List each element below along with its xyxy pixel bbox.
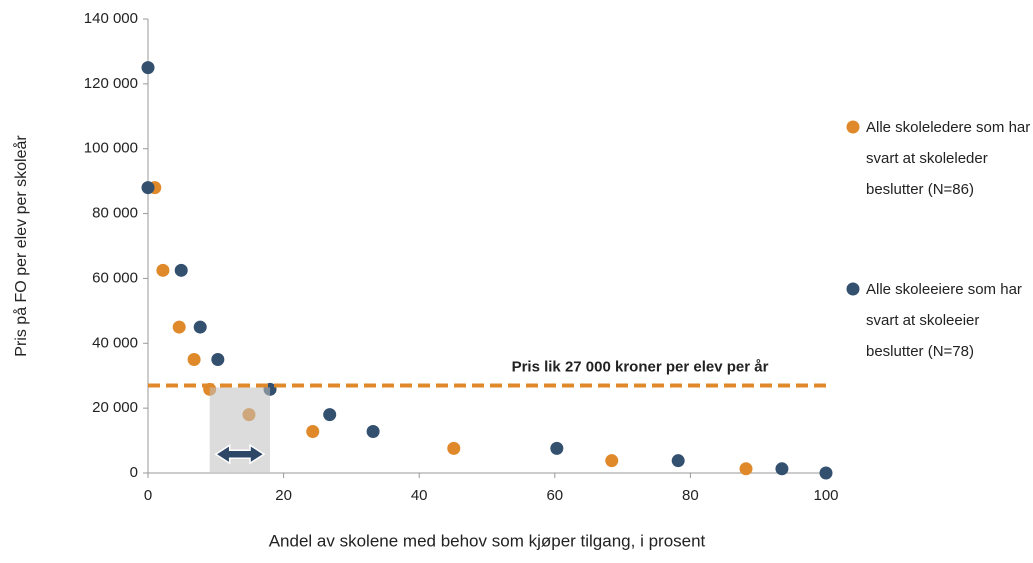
point [174, 263, 188, 277]
point [775, 462, 789, 476]
point [193, 320, 207, 334]
y-tick-label: 20 000 [92, 399, 138, 416]
x-tick-label: 60 [546, 487, 563, 504]
legend-marker [846, 120, 860, 134]
point [447, 441, 461, 455]
point [187, 353, 201, 366]
y-tick-label: 80 000 [92, 205, 138, 222]
point [141, 181, 155, 195]
point [156, 263, 170, 277]
y-tick-label: 120 000 [84, 75, 138, 92]
x-tick-label: 20 [275, 487, 292, 504]
point [739, 462, 753, 476]
point [366, 424, 380, 438]
y-tick-label: 140 000 [84, 10, 138, 27]
point [323, 408, 337, 422]
y-tick-label: 60 000 [92, 269, 138, 286]
x-tick-label: 80 [682, 487, 699, 504]
y-tick-label: 100 000 [84, 140, 138, 157]
legend-label: Alle skoleledere som har svart at skolel… [866, 119, 1031, 198]
point [172, 320, 186, 334]
point [819, 466, 833, 480]
y-axis-label: Pris på FO per elev per skoleår [12, 135, 30, 357]
legend-marker [846, 282, 860, 296]
y-tick-label: 40 000 [92, 334, 138, 351]
double-arrow [214, 443, 266, 465]
legend-entry: Alle skoleledere som har svart at skolel… [866, 119, 1031, 198]
highlight-region [209, 387, 271, 472]
point [306, 424, 320, 438]
reference-line-label: Pris lik 27 000 kroner per elev per år [512, 358, 769, 375]
point [141, 61, 155, 75]
x-axis-label: Andel av skolene med behov som kjøper ti… [269, 531, 706, 550]
point [211, 353, 225, 366]
legend-entry: Alle skoleeiere som har svart at skoleei… [866, 281, 1022, 360]
x-tick-label: 100 [813, 487, 838, 504]
y-tick-label: 0 [130, 464, 138, 481]
point [550, 441, 564, 455]
point [671, 454, 685, 468]
point [605, 454, 619, 468]
x-tick-label: 0 [144, 487, 152, 504]
x-tick-label: 40 [411, 487, 428, 504]
legend-label: Alle skoleeiere som har svart at skoleei… [866, 281, 1022, 360]
